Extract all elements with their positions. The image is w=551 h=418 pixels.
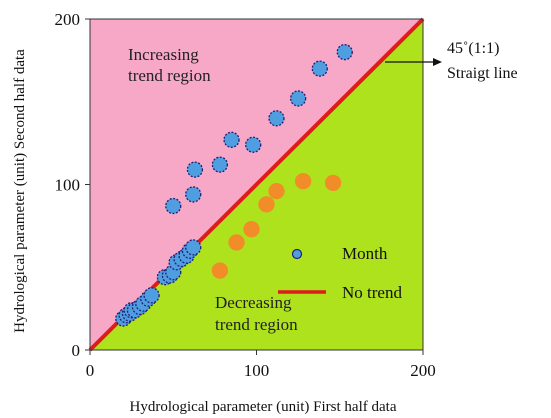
text-line: Increasing (128, 45, 199, 64)
y-tick-label: 0 (72, 341, 81, 360)
legend: Month No trend (278, 244, 402, 302)
text-line: Decreasing (215, 293, 292, 312)
annotation-arrowhead (433, 58, 442, 66)
data-point-orange (228, 234, 245, 251)
axis-ticks: 0 100 200 0 100 200 (55, 10, 436, 380)
data-point-month (211, 156, 229, 173)
data-point-month (289, 90, 307, 107)
data-point-month (185, 186, 202, 203)
reference-line-annotation: 45˚(1:1) Straigt line (385, 40, 518, 82)
data-point-month (223, 131, 240, 148)
data-point-month (336, 43, 353, 61)
data-point-month (165, 197, 182, 215)
data-point-month (143, 287, 160, 304)
data-point-orange (243, 221, 260, 238)
y-axis-label: Hydrological parameter (unit) Second hal… (12, 49, 28, 333)
legend-month-marker (291, 248, 303, 260)
y-tick-label: 200 (55, 10, 81, 29)
decreasing-trend-region-label: Decreasing trend region (215, 293, 298, 334)
data-point-orange (294, 173, 312, 190)
data-point-orange (211, 262, 229, 279)
data-point-month (245, 136, 262, 153)
increasing-trend-region-label: Increasing trend region (128, 45, 211, 85)
data-point-month (311, 60, 328, 77)
data-points (115, 43, 353, 327)
data-point-month (186, 161, 204, 178)
data-point-orange (268, 182, 285, 200)
legend-no-trend-label: No trend (342, 283, 402, 302)
y-tick-label: 100 (55, 176, 81, 195)
x-axis-label: Hydrological parameter (unit) First half… (130, 399, 397, 415)
data-point-month (268, 110, 285, 127)
text-line: Straigt line (447, 65, 518, 82)
x-tick-label: 0 (86, 361, 95, 380)
data-point-orange (324, 174, 342, 191)
x-tick-label: 200 (410, 361, 436, 380)
legend-month-label: Month (342, 244, 388, 263)
x-tick-label: 100 (244, 361, 270, 380)
text-line: trend region (215, 315, 298, 334)
annotation-text: 45˚(1:1) Straigt line (447, 40, 518, 82)
text-line: 45˚(1:1) (447, 40, 499, 57)
text-line: trend region (128, 66, 211, 85)
data-point-month (185, 239, 202, 256)
data-point-orange (258, 196, 275, 213)
